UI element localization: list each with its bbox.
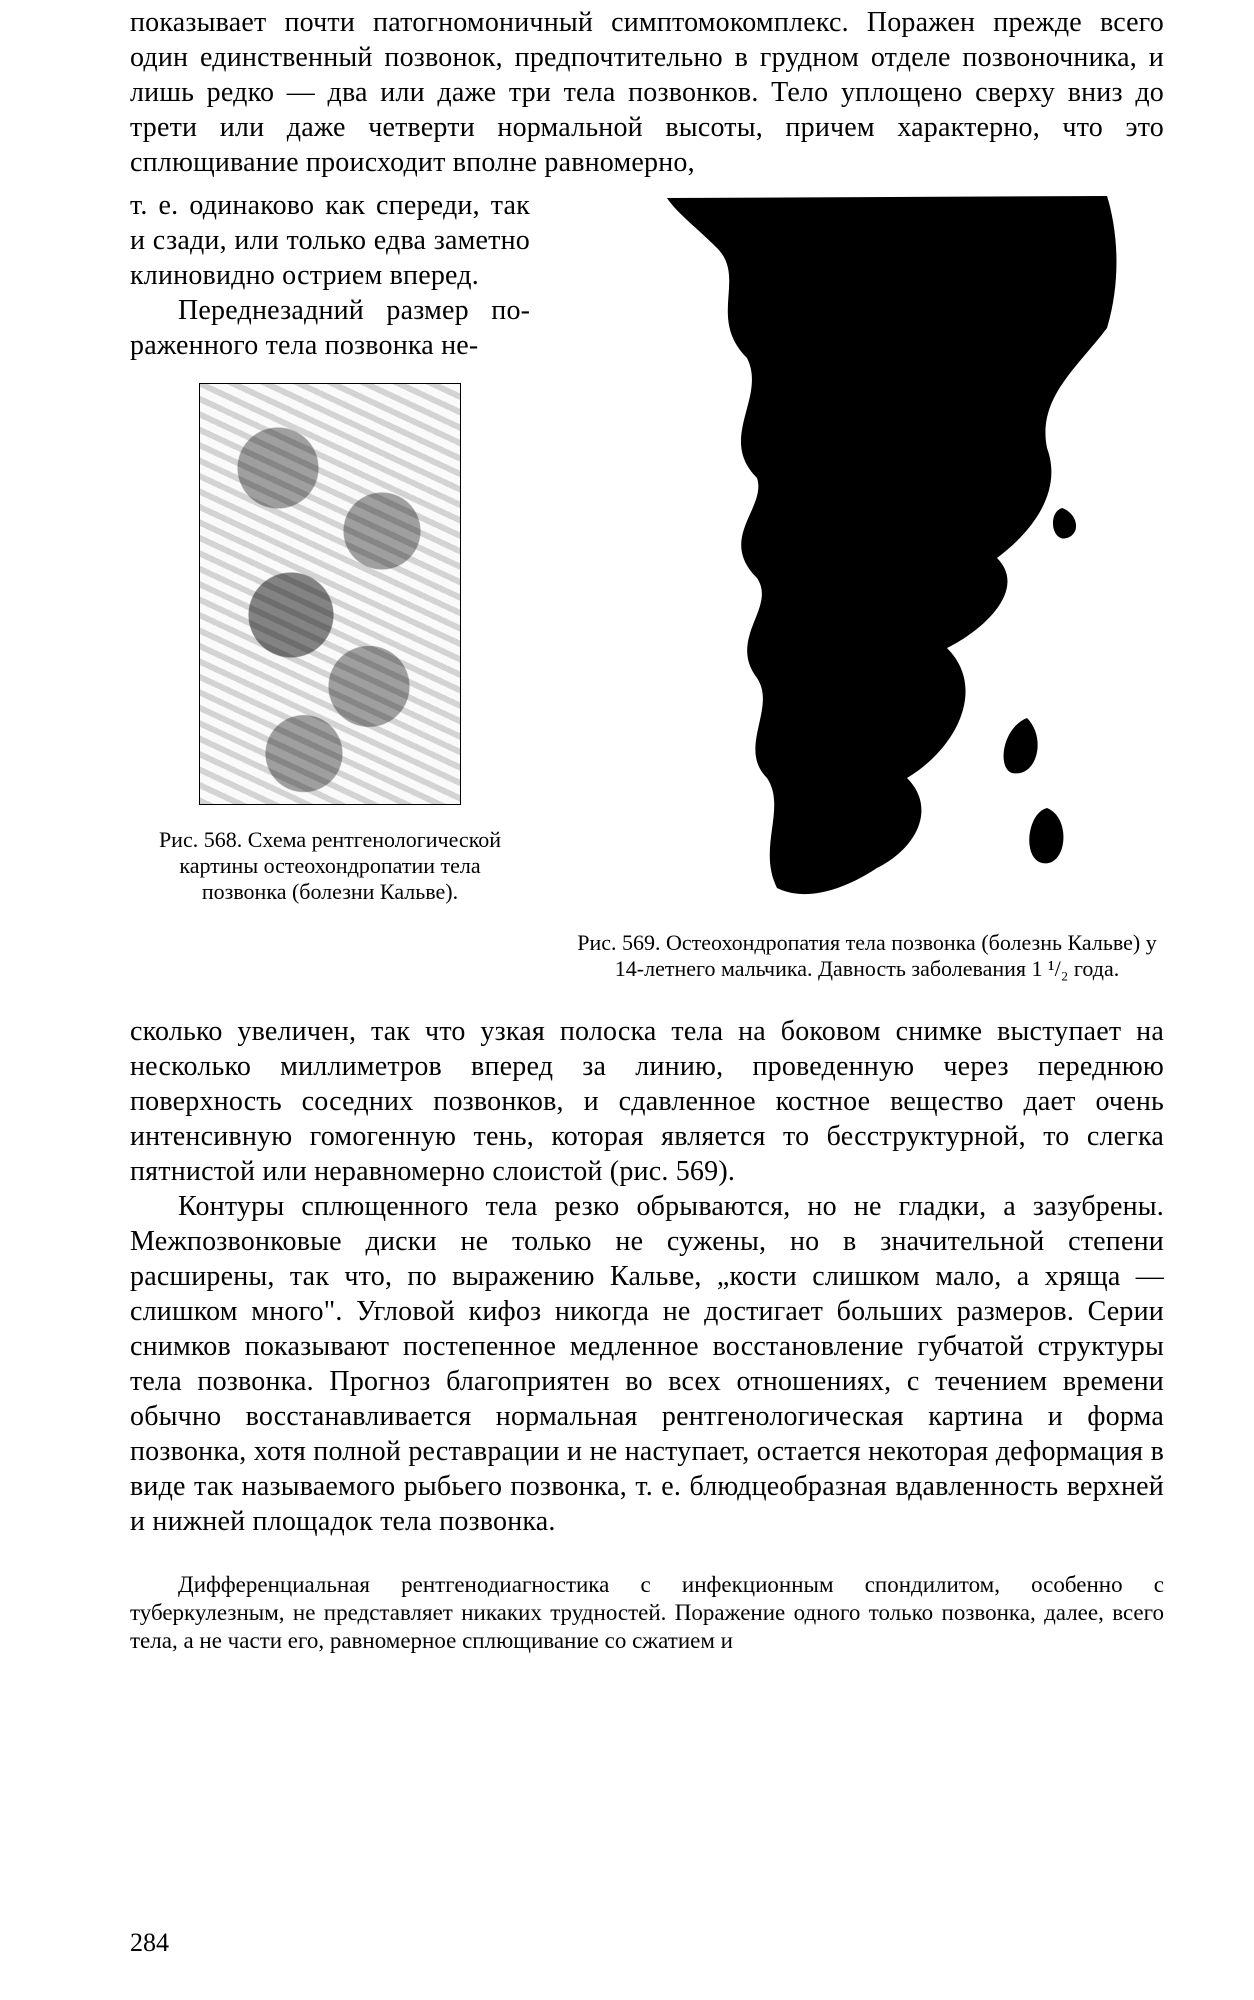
two-column-region: т. е. одинаково как спереди, так и сзади… [130, 188, 1164, 982]
paragraph-intro: показывает почти патогномоничный симптом… [130, 5, 1164, 180]
paragraph-mid-2: Контуры сплющенного тела резко обрываютс… [130, 1189, 1164, 1539]
figure-569-radiograph [607, 188, 1127, 908]
spacer [130, 982, 1164, 1014]
left-column: т. е. одинаково как спереди, так и сзади… [130, 188, 530, 982]
caption-figure-569: Рис. 569. Остеохондропатия тела позвон­к… [570, 930, 1164, 982]
caption-figure-568: Рис. 568. Схема рентгеноло­гической карт… [130, 827, 530, 905]
spacer-2 [130, 1539, 1164, 1571]
page-number: 284 [130, 1928, 169, 1958]
radiograph-svg [607, 188, 1127, 908]
scanned-page: показывает почти патогномоничный симптом… [0, 0, 1254, 2000]
paragraph-left-1: т. е. одинаково как спереди, так и сзади… [130, 188, 530, 293]
paragraph-small: Дифференциальная рентгенодиагностика с и… [130, 1571, 1164, 1655]
paragraph-mid-1: сколько увеличен, так что узкая полоска … [130, 1014, 1164, 1189]
right-column: Рис. 569. Остеохондропатия тела позвон­к… [570, 188, 1164, 982]
left-narrow-text: т. е. одинаково как спереди, так и сзади… [130, 188, 530, 363]
paragraph-left-2: Переднезадний размер по­раженного тела п… [130, 293, 530, 363]
figure-568-schematic [199, 383, 461, 805]
